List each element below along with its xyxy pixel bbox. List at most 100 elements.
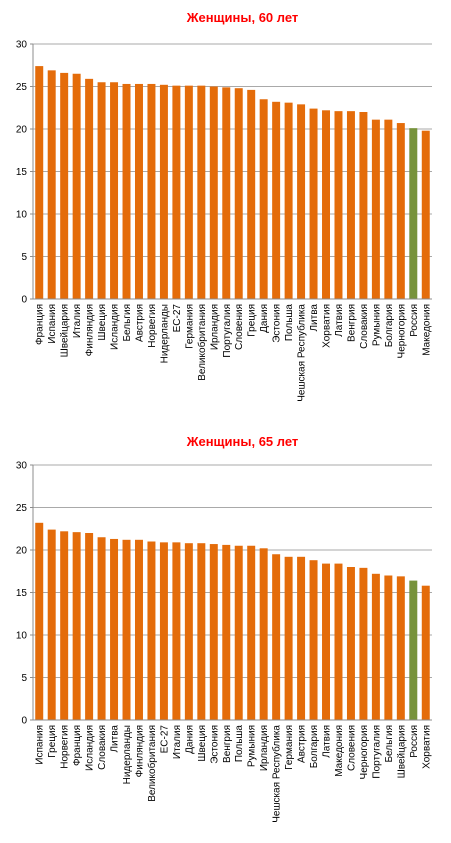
bar bbox=[172, 542, 181, 720]
bar bbox=[334, 111, 343, 300]
bar bbox=[384, 119, 393, 300]
bar bbox=[147, 541, 156, 720]
x-tick-label: Бельгия bbox=[384, 725, 395, 763]
x-tick-label: Греция bbox=[47, 725, 58, 758]
x-tick-label: Дания bbox=[184, 725, 195, 754]
bar bbox=[35, 66, 44, 299]
x-tick-label: ЕС-27 bbox=[159, 725, 170, 754]
x-tick-label: Словения bbox=[346, 725, 357, 771]
x-tick-label: Чешская Республика bbox=[296, 304, 308, 402]
bar bbox=[334, 563, 343, 720]
x-tick-label: Черногория bbox=[396, 304, 407, 358]
bar bbox=[309, 560, 318, 720]
bar bbox=[110, 82, 119, 299]
bar bbox=[297, 104, 306, 299]
bar bbox=[134, 83, 143, 299]
x-tick-label: Словакия bbox=[359, 304, 370, 349]
bar bbox=[72, 73, 81, 299]
y-tick-label: 20 bbox=[16, 546, 28, 557]
y-tick-label: 10 bbox=[16, 631, 28, 642]
x-tick-label: Македония bbox=[421, 304, 432, 356]
bar bbox=[409, 128, 418, 299]
bar bbox=[272, 554, 281, 720]
bar bbox=[110, 538, 119, 720]
bar bbox=[47, 70, 56, 299]
x-tick-label: Финляндия bbox=[85, 304, 96, 356]
bar bbox=[359, 567, 368, 720]
bar bbox=[421, 585, 430, 720]
x-tick-label: Швеция bbox=[197, 725, 208, 762]
bar bbox=[421, 130, 430, 299]
x-tick-label: Хорватия bbox=[421, 725, 432, 769]
bar bbox=[85, 533, 94, 720]
chart-title: Женщины, 65 лет bbox=[186, 434, 299, 449]
x-tick-label: Литва bbox=[110, 725, 121, 753]
bar bbox=[97, 537, 106, 720]
bar bbox=[85, 78, 94, 299]
bar bbox=[147, 83, 156, 299]
bar bbox=[60, 72, 69, 300]
bar bbox=[159, 84, 168, 299]
x-tick-label: Словакия bbox=[97, 725, 108, 770]
bar bbox=[72, 532, 81, 720]
bar bbox=[247, 89, 256, 300]
x-tick-label: Латвия bbox=[322, 725, 333, 758]
y-tick-label: 25 bbox=[16, 503, 28, 514]
y-tick-label: 15 bbox=[16, 167, 28, 178]
x-tick-label: Литва bbox=[309, 304, 320, 332]
bar bbox=[272, 101, 281, 299]
x-tick-label: Италия bbox=[72, 304, 83, 338]
bar bbox=[284, 556, 293, 720]
x-tick-label: Хорватия bbox=[322, 304, 333, 348]
x-tick-label: Венгрия bbox=[346, 304, 357, 342]
bar bbox=[222, 87, 231, 299]
x-tick-label: Финляндия bbox=[134, 725, 145, 777]
x-tick-label: Швейцария bbox=[396, 725, 407, 778]
x-tick-label: Испания bbox=[47, 304, 58, 344]
bar bbox=[122, 539, 131, 720]
x-tick-label: Португалия bbox=[222, 304, 233, 358]
x-tick-label: Нидерланды bbox=[159, 304, 170, 363]
bar bbox=[47, 529, 56, 720]
x-tick-label: Норвегия bbox=[147, 304, 158, 348]
bar bbox=[159, 542, 168, 720]
bar bbox=[346, 567, 355, 720]
y-tick-label: 10 bbox=[16, 210, 28, 221]
bar bbox=[222, 544, 231, 720]
bar bbox=[247, 545, 256, 720]
bar bbox=[297, 556, 306, 720]
bar bbox=[234, 545, 243, 720]
bar bbox=[371, 573, 380, 720]
x-tick-label: Великобритания bbox=[146, 725, 158, 802]
bar bbox=[172, 85, 181, 300]
bar bbox=[346, 111, 355, 300]
bar bbox=[259, 99, 268, 299]
bar bbox=[284, 102, 293, 300]
x-tick-label: Нидерланды bbox=[122, 725, 133, 784]
x-tick-label: Германия bbox=[184, 304, 195, 349]
bar bbox=[134, 539, 143, 720]
x-tick-label: Португалия bbox=[371, 725, 382, 779]
bar bbox=[234, 88, 243, 299]
chart-title: Женщины, 60 лет bbox=[186, 10, 299, 25]
x-tick-label: Македония bbox=[334, 725, 345, 777]
x-tick-label: ЕС-27 bbox=[172, 304, 183, 333]
x-tick-label: Венгрия bbox=[222, 725, 233, 763]
y-tick-label: 25 bbox=[16, 82, 28, 93]
bar bbox=[259, 548, 268, 720]
bar bbox=[384, 575, 393, 720]
bar bbox=[209, 544, 218, 720]
bar bbox=[97, 82, 106, 299]
y-tick-label: 30 bbox=[16, 40, 28, 51]
x-tick-label: Румыния bbox=[247, 725, 258, 767]
y-tick-label: 0 bbox=[21, 295, 27, 306]
x-tick-label: Россия bbox=[409, 725, 420, 758]
bar bbox=[371, 119, 380, 300]
x-tick-label: Чешская Республика bbox=[271, 725, 283, 823]
x-tick-label: Ирландия bbox=[209, 304, 220, 350]
bar bbox=[309, 108, 318, 299]
x-tick-label: Швеция bbox=[97, 304, 108, 341]
x-tick-label: Эстония bbox=[209, 725, 220, 764]
bar bbox=[322, 110, 331, 299]
x-tick-label: Россия bbox=[409, 304, 420, 337]
